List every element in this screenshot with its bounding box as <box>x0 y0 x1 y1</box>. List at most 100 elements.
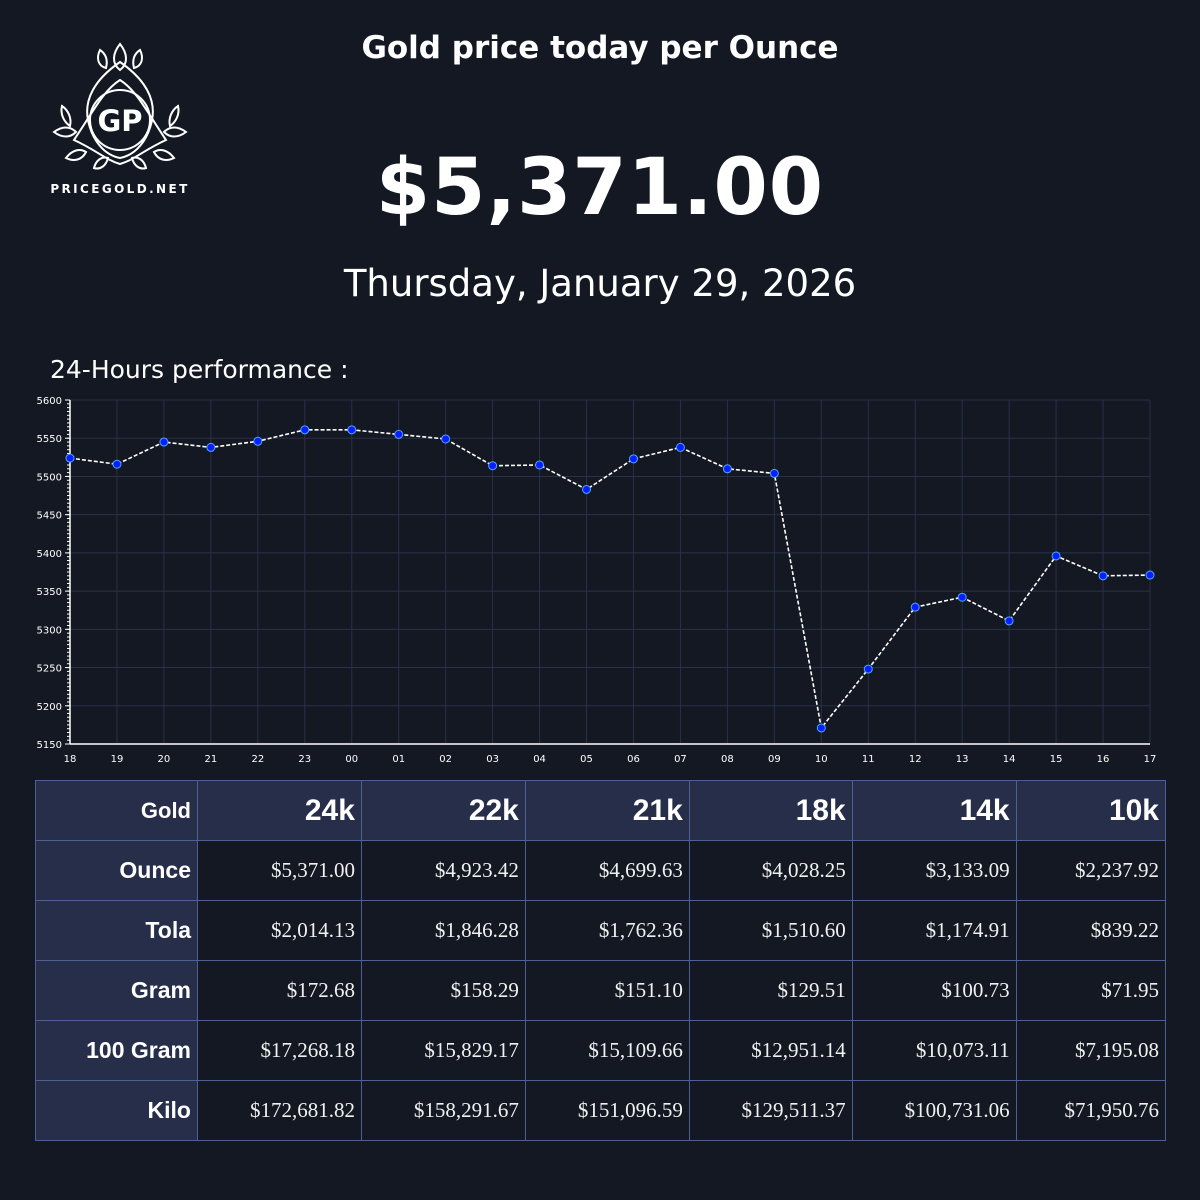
data-point-marker <box>863 664 873 674</box>
x-tick-label: 10 <box>815 754 828 765</box>
price-cell: $71.95 <box>1015 960 1167 1021</box>
data-point-marker <box>112 459 122 469</box>
table-corner-header: Gold <box>35 780 198 841</box>
data-point-marker <box>535 460 545 470</box>
price-cell: $3,133.09 <box>851 840 1017 901</box>
price-cell: $100,731.06 <box>851 1080 1017 1141</box>
data-point-marker <box>1098 571 1108 581</box>
data-point-marker <box>1004 616 1014 626</box>
data-point-marker <box>957 592 967 602</box>
row-label: Gram <box>35 960 198 1021</box>
table-row-100-gram: 100 Gram $17,268.18 $15,829.17 $15,109.6… <box>35 1020 1167 1081</box>
row-label: Tola <box>35 900 198 961</box>
page-title: Gold price today per Ounce <box>361 30 839 66</box>
table-row-kilo: Kilo $172,681.82 $158,291.67 $151,096.59… <box>35 1080 1167 1141</box>
price-cell: $129.51 <box>688 960 853 1021</box>
karat-header-24k: 24k <box>197 780 362 841</box>
price-cell: $129,511.37 <box>688 1080 853 1141</box>
data-point-marker <box>675 442 685 452</box>
price-cell: $10,073.11 <box>851 1020 1017 1081</box>
x-tick-label: 15 <box>1050 754 1063 765</box>
x-tick-label: 06 <box>627 754 640 765</box>
price-cell: $15,109.66 <box>524 1020 690 1081</box>
logo-text: PRICEGOLD.NET <box>50 182 190 196</box>
y-tick-label: 5250 <box>37 664 62 675</box>
x-tick-label: 09 <box>768 754 781 765</box>
x-tick-label: 02 <box>439 754 452 765</box>
data-point-marker <box>441 434 451 444</box>
x-tick-label: 14 <box>1003 754 1016 765</box>
row-label: Ounce <box>35 840 198 901</box>
price-cell: $2,014.13 <box>197 900 362 961</box>
karat-header-14k: 14k <box>851 780 1017 841</box>
karat-header-21k: 21k <box>524 780 690 841</box>
row-label: 100 Gram <box>35 1020 198 1081</box>
price-cell: $71,950.76 <box>1015 1080 1167 1141</box>
y-tick-label: 5400 <box>37 549 62 560</box>
data-point-marker <box>206 442 216 452</box>
x-tick-label: 19 <box>111 754 124 765</box>
data-point-marker <box>488 461 498 471</box>
laurel-emblem-icon: GP <box>52 42 188 170</box>
price-line-chart: 5150 5200 5250 5300 5350 5400 5450 5500 5550 5600… <box>0 380 1200 770</box>
data-point-marker <box>394 429 404 439</box>
karat-header-18k: 18k <box>688 780 853 841</box>
data-point-marker <box>65 453 75 463</box>
y-tick-label: 5600 <box>37 396 62 407</box>
x-tick-label: 13 <box>956 754 969 765</box>
row-label: Kilo <box>35 1080 198 1141</box>
price-cell: $100.73 <box>851 960 1017 1021</box>
x-tick-label: 20 <box>158 754 171 765</box>
x-tick-label: 22 <box>251 754 264 765</box>
x-tick-label: 07 <box>674 754 687 765</box>
price-cell: $15,829.17 <box>360 1020 526 1081</box>
price-cell: $5,371.00 <box>197 840 362 901</box>
price-date: Thursday, January 29, 2026 <box>343 262 857 305</box>
karat-header-10k: 10k <box>1015 780 1167 841</box>
price-cell: $4,699.63 <box>524 840 690 901</box>
x-tick-label: 00 <box>345 754 358 765</box>
table-row-ounce: Ounce $5,371.00 $4,923.42 $4,699.63 $4,0… <box>35 840 1167 901</box>
data-point-marker <box>1051 551 1061 561</box>
y-tick-label: 5350 <box>37 587 62 598</box>
x-tick-label: 12 <box>909 754 922 765</box>
price-cell: $2,237.92 <box>1015 840 1167 901</box>
data-point-marker <box>347 425 357 435</box>
price-cell: $172.68 <box>197 960 362 1021</box>
x-tick-label: 21 <box>205 754 218 765</box>
table-header-row: Gold 24k 22k 21k 18k 14k 10k <box>35 780 1167 841</box>
y-tick-label: 5450 <box>37 511 62 522</box>
chart-canvas: 5150 5200 5250 5300 5350 5400 5450 5500 5550 5600… <box>37 396 1157 765</box>
data-point-marker <box>816 723 826 733</box>
y-tick-label: 5550 <box>37 434 62 445</box>
data-point-marker <box>628 454 638 464</box>
x-tick-label: 16 <box>1097 754 1110 765</box>
price-line <box>69 429 1151 730</box>
price-cell: $4,028.25 <box>688 840 853 901</box>
x-tick-label: 17 <box>1144 754 1157 765</box>
x-tick-label: 18 <box>64 754 77 765</box>
data-point-marker <box>1145 570 1155 580</box>
price-cell: $158,291.67 <box>360 1080 526 1141</box>
karat-header-22k: 22k <box>360 780 526 841</box>
price-cell: $1,174.91 <box>851 900 1017 961</box>
price-cell: $1,846.28 <box>360 900 526 961</box>
current-price: $5,371.00 <box>375 143 825 233</box>
price-cell: $151.10 <box>524 960 690 1021</box>
data-point-marker <box>253 436 263 446</box>
y-tick-label: 5200 <box>37 702 62 713</box>
x-tick-label: 03 <box>486 754 499 765</box>
logo-monogram: GP <box>97 104 142 138</box>
data-point-marker <box>910 602 920 612</box>
x-tick-label: 01 <box>392 754 405 765</box>
pricegold-logo: GP PRICEGOLD.NET <box>40 40 200 200</box>
x-tick-label: 05 <box>580 754 593 765</box>
price-cell: $158.29 <box>360 960 526 1021</box>
price-cell: $7,195.08 <box>1015 1020 1167 1081</box>
table-row-tola: Tola $2,014.13 $1,846.28 $1,762.36 $1,51… <box>35 900 1167 961</box>
x-tick-label: 04 <box>533 754 546 765</box>
x-tick-label: 11 <box>862 754 875 765</box>
x-tick-label: 08 <box>721 754 734 765</box>
y-tick-label: 5500 <box>37 472 62 483</box>
table-row-gram: Gram $172.68 $158.29 $151.10 $129.51 $10… <box>35 960 1167 1021</box>
